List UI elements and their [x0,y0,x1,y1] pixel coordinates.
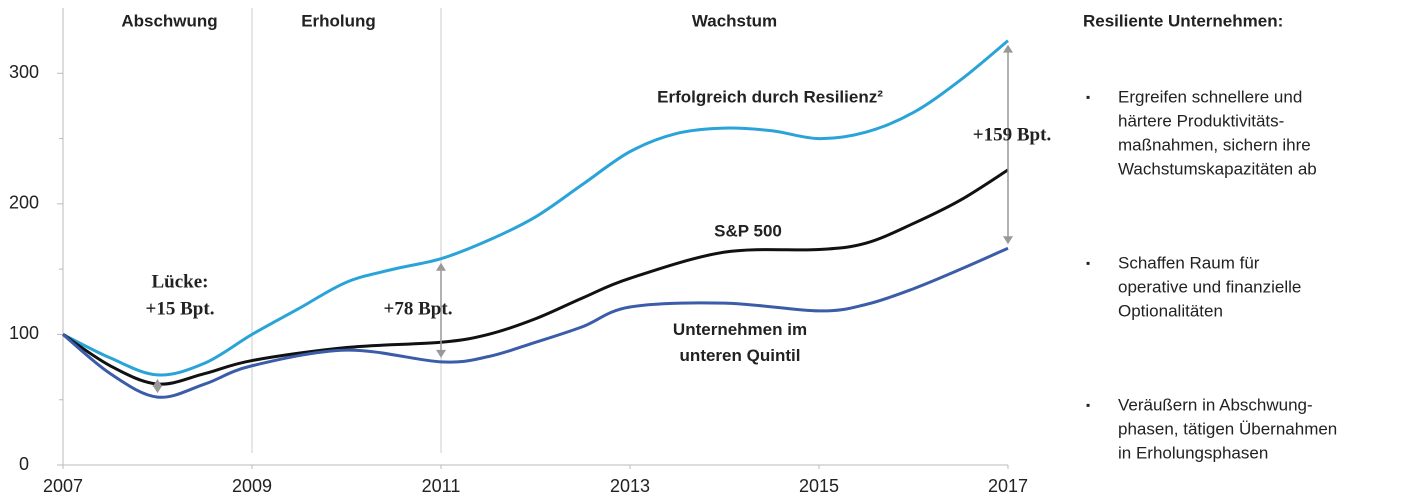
bullet: ▪ [1086,398,1090,412]
series-line [62,246,1009,399]
panel-text: härtere Produktivitäts- [1118,111,1284,130]
series-line [62,39,1009,377]
panel-text: Veräußern in Abschwung- [1118,395,1313,414]
gap-label: Lücke: [152,271,209,292]
arrow-head [1003,236,1013,245]
panel-text: phasen, tätigen Übernahmen [1118,419,1337,438]
panel-text: in Erholungsphasen [1118,443,1268,462]
gap-label: +159 Bpt. [973,124,1051,145]
y-tick-label: 300 [9,62,39,82]
x-tick-label: 2007 [43,476,83,496]
bullet: ▪ [1086,90,1090,104]
panel-text: operative und finanzielle [1118,277,1301,296]
series-line [62,168,1009,386]
arrow-head [152,378,163,387]
arrow-head [436,349,446,358]
y-tick-label: 100 [9,323,39,343]
panel-title: Resiliente Unternehmen: [1083,11,1283,30]
panel-text: Ergreifen schnellere und [1118,87,1302,106]
panel-text: maßnahmen, sichern ihre [1118,135,1311,154]
gap-label: +15 Bpt. [146,298,215,319]
x-tick-label: 2015 [799,476,839,496]
x-tick-label: 2017 [988,476,1028,496]
x-tick-label: 2013 [610,476,650,496]
arrow-head [436,262,446,271]
y-tick-label: 200 [9,193,39,213]
series-label: Unternehmen im unteren Quintil [673,320,807,365]
arrow-head [1003,44,1013,53]
x-tick-label: 2011 [422,476,461,496]
panel-text: Optionalitäten [1118,301,1223,320]
arrow-head [152,385,163,394]
phase-label: Erholung [301,11,376,30]
y-tick-label: 0 [19,454,29,474]
bullet: ▪ [1086,256,1090,270]
phase-label: Abschwung [121,11,217,30]
phase-label: Wachstum [692,11,777,30]
panel-text: Schaffen Raum für [1118,253,1260,272]
gap-label: +78 Bpt. [384,298,453,319]
panel-text: Wachstumskapazitäten ab [1118,159,1317,178]
series-label: S&P 500 [714,221,782,240]
series-label: Erfolgreich durch Resilienz² [657,87,883,106]
x-tick-label: 2009 [232,476,272,496]
